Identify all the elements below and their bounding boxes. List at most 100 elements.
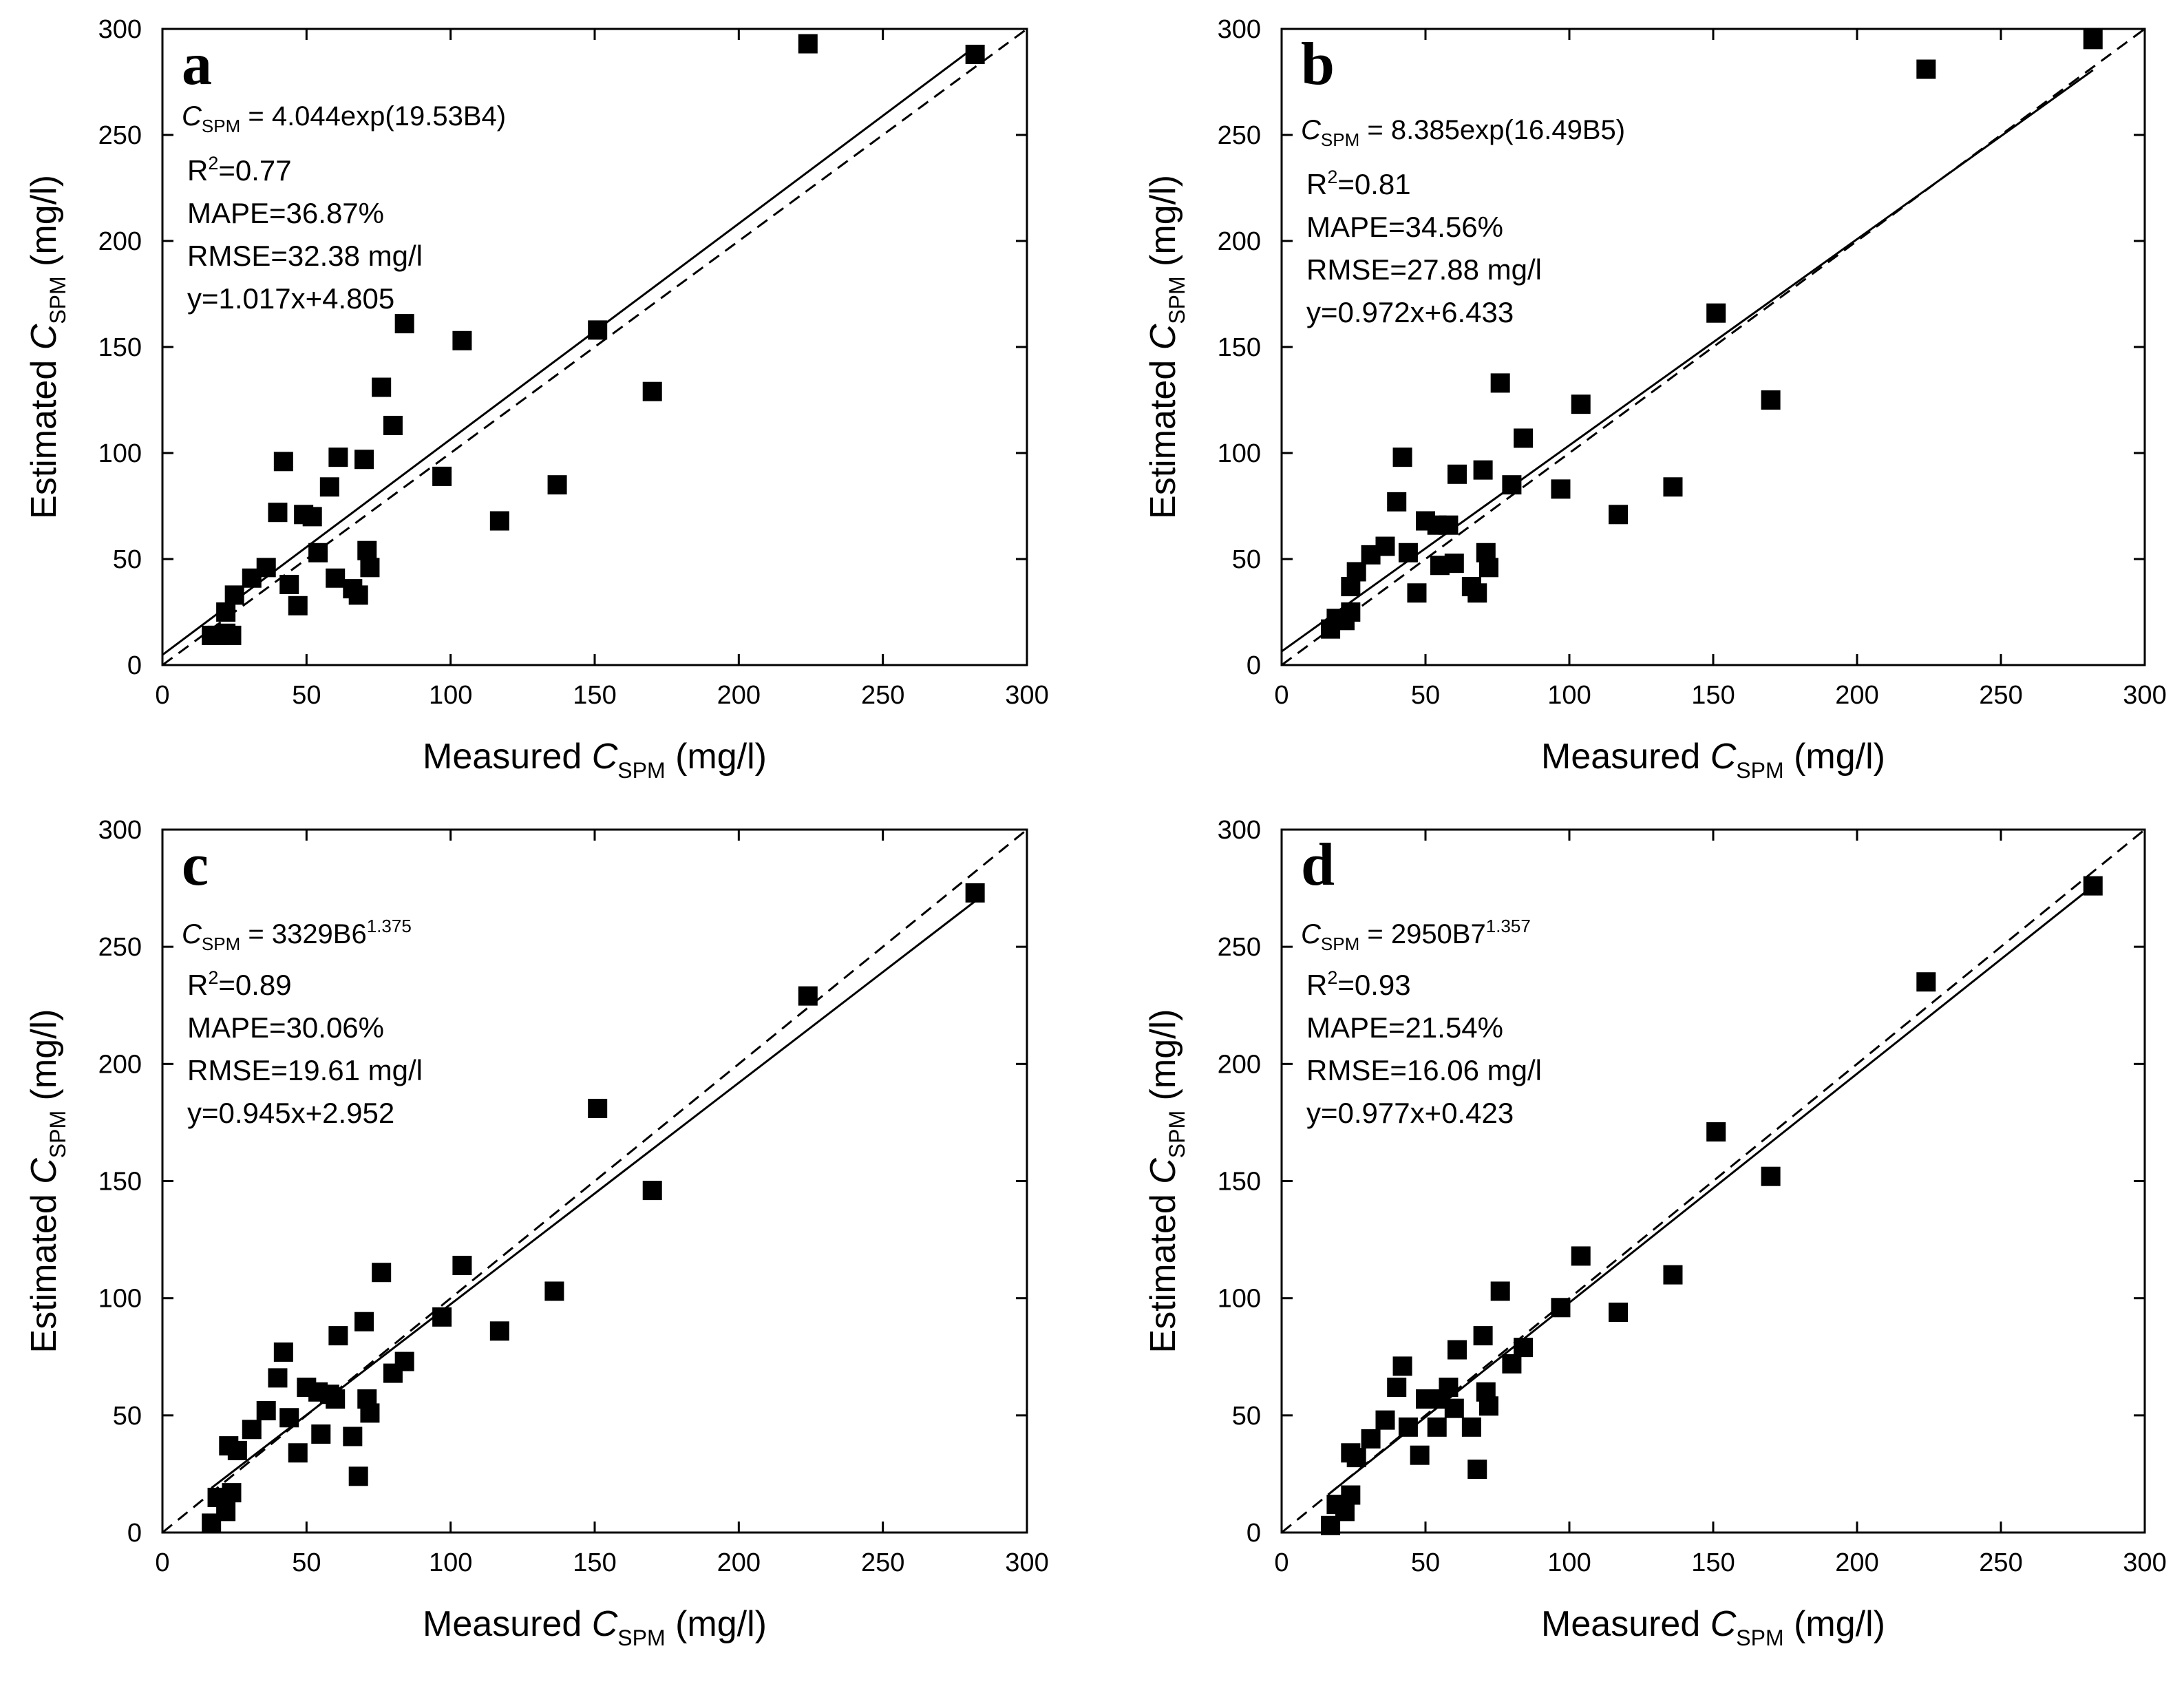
panel-a: 0 50 100 150 200 250 300 0 50 100 150 200 250 300 Meas… — [24, 15, 1049, 783]
data-point — [279, 574, 299, 594]
data-point — [1478, 1396, 1498, 1416]
data-point — [1761, 390, 1781, 410]
data-point — [1335, 1502, 1355, 1522]
y-tick-label: 0 — [1247, 1519, 1261, 1548]
data-point — [372, 377, 392, 397]
data-point — [1571, 394, 1591, 414]
x-tick-label: 150 — [1691, 1548, 1735, 1577]
stat-rmse: RMSE=19.61 mg/l — [187, 1054, 423, 1086]
fit-line — [1282, 69, 2094, 653]
data-point — [273, 1342, 293, 1362]
y-tick-label: 150 — [1218, 1168, 1261, 1197]
data-point — [1706, 303, 1726, 323]
data-point — [1473, 460, 1493, 480]
data-point — [348, 585, 368, 605]
data-point — [224, 585, 244, 605]
one-to-one-line — [1282, 830, 2145, 1533]
stat-mape: MAPE=21.54% — [1306, 1011, 1503, 1044]
x-axis-label: Measured CSPM (mg/l) — [1541, 1604, 1885, 1650]
data-point — [1392, 448, 1412, 467]
data-point — [1490, 373, 1510, 393]
x-tick-label: 300 — [2123, 1548, 2166, 1577]
x-tick-label: 250 — [861, 681, 904, 710]
stat-fit-equation: y=0.945x+2.952 — [187, 1097, 394, 1129]
data-point — [1551, 1298, 1571, 1318]
data-point — [268, 1368, 288, 1388]
data-point — [965, 44, 985, 64]
data-point — [216, 602, 236, 622]
y-tick-label: 300 — [1218, 816, 1261, 845]
x-tick-label: 200 — [1835, 681, 1878, 710]
stat-mape: MAPE=34.56% — [1306, 211, 1503, 243]
data-point — [1473, 1326, 1493, 1346]
data-point — [588, 320, 608, 340]
data-point — [2083, 876, 2103, 896]
x-tick-label: 100 — [1547, 1548, 1591, 1577]
stat-r2: R2=0.89 — [187, 967, 292, 1001]
data-point — [1341, 602, 1361, 622]
data-point — [642, 381, 662, 401]
data-point — [360, 558, 380, 578]
data-point — [1447, 1340, 1467, 1360]
panel-c: 0 50 100 150 200 250 300 0 50 100 150 200 250 300 Meas… — [24, 816, 1049, 1650]
x-tick-label: 150 — [1691, 681, 1735, 710]
y-tick-label: 150 — [1218, 333, 1261, 362]
y-tick-label: 50 — [113, 545, 142, 574]
data-point — [328, 1326, 348, 1346]
y-tick-label: 0 — [127, 651, 142, 680]
data-point — [357, 540, 377, 560]
data-point — [288, 1443, 308, 1463]
data-point — [1387, 492, 1407, 512]
data-point — [642, 1181, 662, 1201]
y-tick-label: 0 — [1247, 651, 1261, 680]
data-point — [1444, 554, 1464, 573]
data-point — [216, 1502, 236, 1522]
data-point — [489, 1321, 509, 1341]
x-axis-label: Measured CSPM (mg/l) — [423, 737, 767, 783]
stat-rmse: RMSE=32.38 mg/l — [187, 240, 423, 272]
data-point — [1346, 1448, 1366, 1468]
y-axis-label: Estimated CSPM (mg/l) — [1143, 1009, 1189, 1354]
y-tick-label: 250 — [98, 121, 142, 150]
data-point — [1916, 59, 1936, 79]
data-point — [798, 34, 818, 54]
data-point — [452, 1256, 472, 1276]
data-point — [1375, 1410, 1395, 1430]
data-point — [432, 1307, 452, 1327]
data-point — [222, 1483, 242, 1503]
data-point — [2083, 30, 2103, 50]
data-point — [227, 1440, 247, 1460]
y-tick-label: 100 — [1218, 1285, 1261, 1314]
data-point — [1447, 464, 1467, 484]
data-point — [1478, 558, 1498, 578]
data-point — [1551, 479, 1571, 499]
panel-letter: d — [1301, 832, 1335, 898]
data-point — [354, 1312, 374, 1332]
data-point — [326, 568, 346, 588]
y-tick-label: 100 — [98, 1285, 142, 1314]
data-point — [1571, 1246, 1591, 1266]
y-tick-label: 150 — [98, 333, 142, 362]
data-point — [242, 1420, 262, 1440]
data-point — [798, 986, 818, 1006]
y-tick-label: 200 — [98, 227, 142, 256]
x-tick-label: 100 — [1547, 681, 1591, 710]
data-point — [1410, 1445, 1430, 1465]
data-point — [965, 883, 985, 903]
y-axis-label: Estimated CSPM (mg/l) — [1143, 175, 1189, 519]
data-point — [1444, 1398, 1464, 1418]
y-tick-label: 200 — [1218, 227, 1261, 256]
stat-fit-equation: y=0.972x+6.433 — [1306, 296, 1514, 328]
data-point — [273, 452, 293, 472]
data-point — [319, 477, 339, 497]
data-point — [279, 1408, 299, 1428]
y-tick-label: 300 — [1218, 15, 1261, 44]
panel-letter: c — [182, 832, 209, 898]
data-point — [354, 450, 374, 470]
x-tick-label: 0 — [155, 1548, 169, 1577]
y-tick-label: 50 — [1232, 545, 1261, 574]
data-point — [308, 543, 328, 562]
data-point — [489, 511, 509, 531]
fit-line — [162, 45, 976, 656]
